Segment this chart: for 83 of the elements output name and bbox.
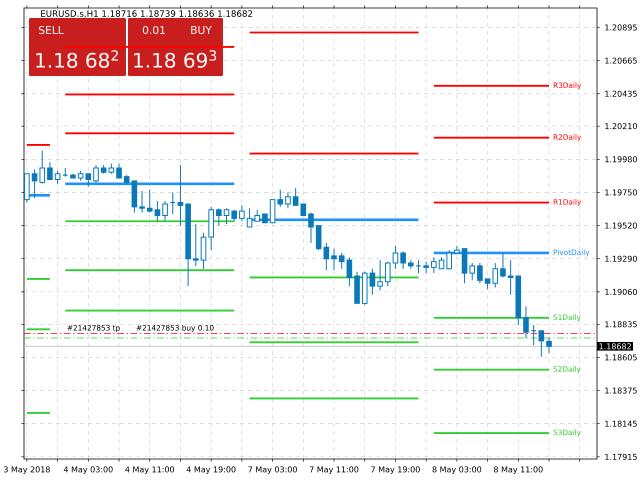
y-tick-label: 1.17915 <box>605 454 637 460</box>
candlestick <box>86 173 92 188</box>
candlestick <box>538 330 544 358</box>
candlestick <box>400 251 406 270</box>
candlestick <box>246 208 252 228</box>
candlestick <box>285 192 291 209</box>
chart-title: EURUSD.s,H1 1.18716 1.18739 1.18636 1.18682 <box>41 10 252 18</box>
candlestick <box>431 256 437 274</box>
y-tick-label: 1.19520 <box>605 222 637 229</box>
candlestick <box>270 199 276 224</box>
candlestick <box>423 261 429 274</box>
candlestick <box>546 338 552 354</box>
candlestick <box>32 168 38 199</box>
candlestick <box>446 250 452 270</box>
y-tick-label: 1.18605 <box>605 354 637 360</box>
candlestick <box>254 209 260 222</box>
candlestick <box>178 164 184 226</box>
candlestick <box>93 164 99 183</box>
candlestick <box>370 268 376 296</box>
candlestick <box>392 245 398 270</box>
candlestick <box>346 256 352 287</box>
y-tick-label: 1.19060 <box>605 288 637 295</box>
candlestick <box>500 252 506 278</box>
candlestick <box>116 163 122 179</box>
annotation: 1.18 69$^{3}$ <box>134 50 216 68</box>
candlestick <box>146 189 153 214</box>
candlestick <box>154 200 160 222</box>
y-tick-label: 1.20665 <box>605 58 637 64</box>
y-tick-label: 1.20435 <box>605 90 637 97</box>
x-tick-label: 7 May 11:00 <box>310 466 358 474</box>
x-tick-label: 8 May 03:00 <box>432 466 482 474</box>
candlestick <box>193 224 199 266</box>
y-tick-label: 1.19290 <box>605 256 637 262</box>
candlestick <box>200 232 206 270</box>
candlestick <box>469 262 476 281</box>
candlestick <box>292 188 298 206</box>
candlestick <box>316 225 322 251</box>
x-tick-label: 4 May 11:00 <box>125 466 174 474</box>
y-tick-label: 1.19980 <box>605 156 637 162</box>
x-tick-label: 7 May 19:00 <box>371 466 420 474</box>
candlestick <box>47 162 53 180</box>
annotation: SELL <box>39 26 64 34</box>
y-tick-label: 1.20895 <box>605 24 637 30</box>
candlestick <box>324 242 330 271</box>
x-tick-label: 4 May 03:00 <box>64 466 113 474</box>
candlestick <box>108 163 114 174</box>
x-tick-label: 3 May 2018 <box>4 466 50 474</box>
candlestick <box>384 261 391 287</box>
candlestick <box>530 324 537 346</box>
y-tick-label: 1.19750 <box>605 189 637 196</box>
candlestick <box>162 200 168 222</box>
candlestick <box>308 212 314 244</box>
candlestick <box>39 150 46 184</box>
candlestick <box>523 306 529 338</box>
candlestick <box>224 208 230 225</box>
ref-line-label: 1.18682 <box>599 343 631 350</box>
y-tick-label: 1.18145 <box>605 420 637 427</box>
candlestick <box>377 260 383 291</box>
candlestick <box>508 260 514 296</box>
x-tick-label: 4 May 19:00 <box>186 466 236 474</box>
candlestick <box>484 278 490 290</box>
candlestick <box>438 256 444 270</box>
candlestick <box>139 190 145 214</box>
y-tick-label: 1.18375 <box>605 388 637 394</box>
annotation: 1.18 68$^{2}$ <box>36 50 118 68</box>
y-tick-label: 1.20210 <box>605 123 637 130</box>
annotation: 0.01 <box>142 26 165 34</box>
candlestick <box>416 260 422 274</box>
y-tick-label: 1.18835 <box>605 321 637 328</box>
candlestick <box>492 262 498 288</box>
candlestick <box>277 189 284 208</box>
candlestick <box>78 170 84 182</box>
candlestick <box>54 170 60 184</box>
candlestick <box>300 203 306 216</box>
candlestick <box>231 209 237 222</box>
candlestick <box>331 248 337 271</box>
candlestick <box>477 262 483 284</box>
candlestick <box>338 252 344 270</box>
x-tick-label: 7 May 03:00 <box>248 466 297 474</box>
candlestick <box>239 204 245 222</box>
candlestick <box>216 208 222 226</box>
x-tick-label: 8 May 11:00 <box>494 466 543 474</box>
annotation: BUY <box>191 26 212 34</box>
